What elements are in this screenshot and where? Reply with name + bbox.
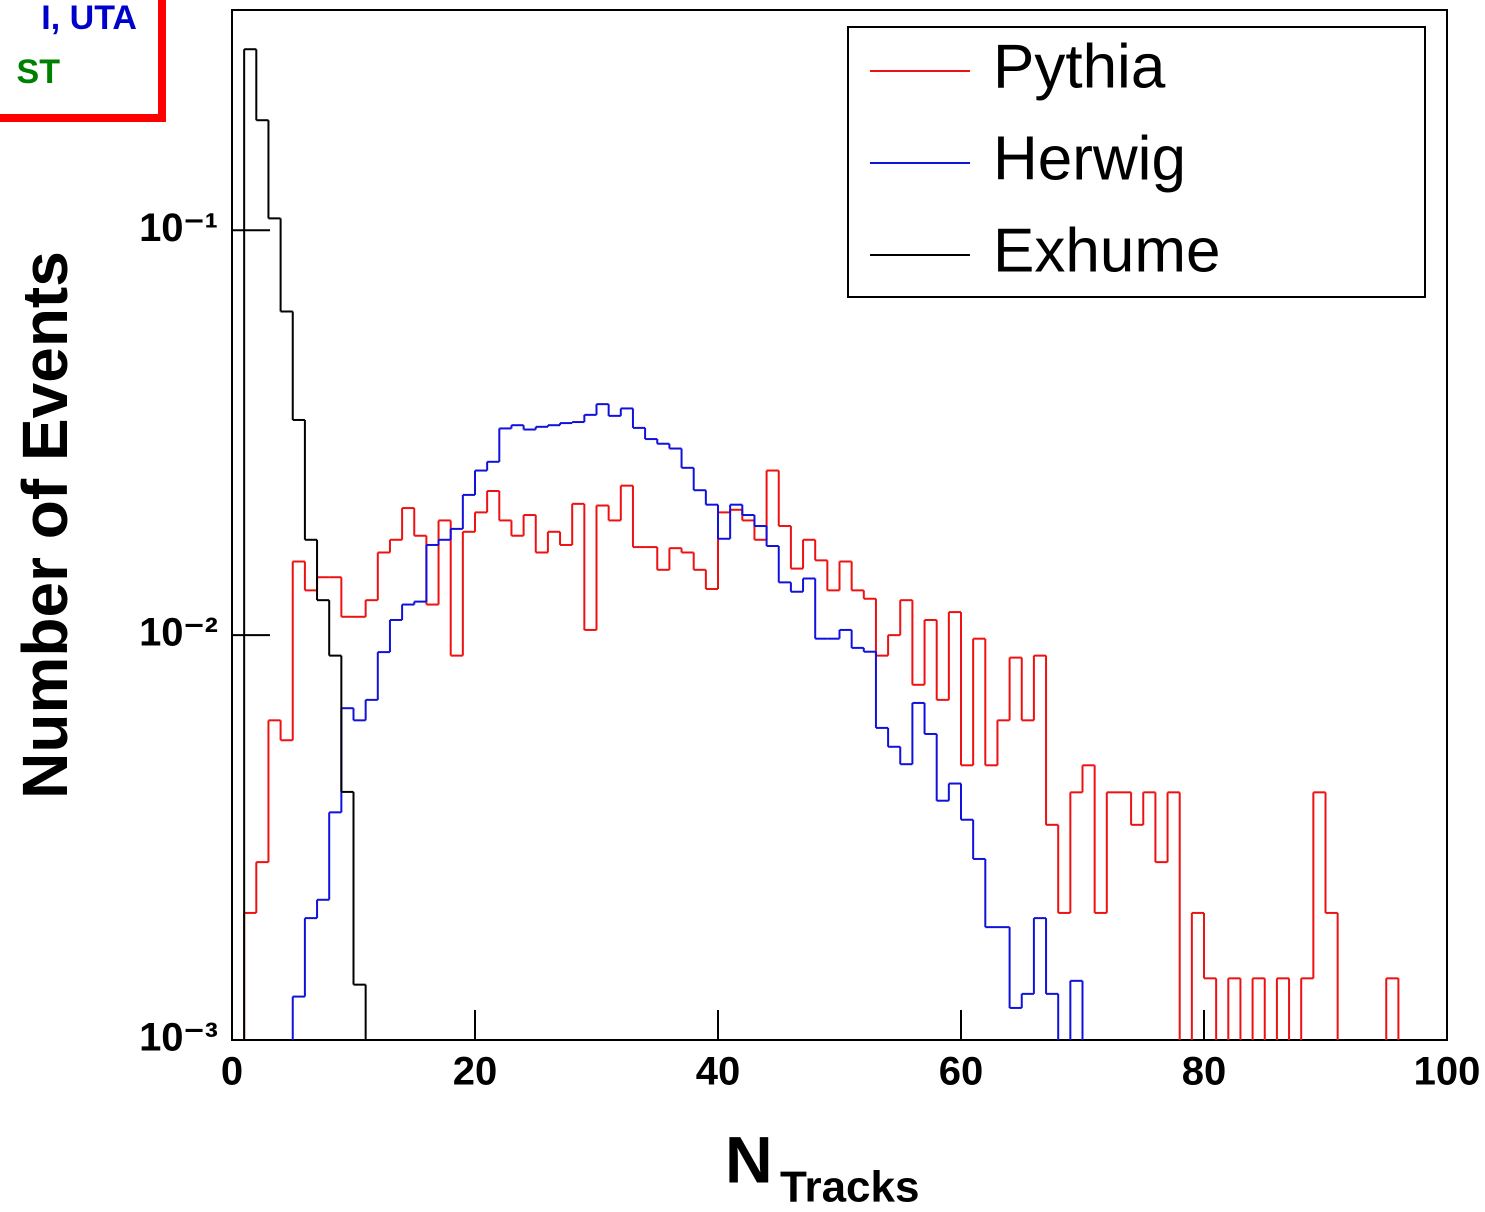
y-tick-label: 10⁻² — [139, 611, 218, 655]
y-axis-label: Number of Events — [9, 251, 81, 799]
annotation: I, UTA — [41, 0, 137, 37]
y-tick-label: 10⁻³ — [139, 1016, 218, 1060]
legend-label: Exhume — [993, 216, 1220, 285]
x-tick-label: 60 — [939, 1050, 984, 1094]
x-tick-label: 0 — [221, 1050, 243, 1094]
legend-label: Pythia — [993, 32, 1166, 101]
x-tick-label: 80 — [1182, 1050, 1227, 1094]
y-tick-label: 10⁻¹ — [139, 206, 218, 250]
x-tick-label: 40 — [696, 1050, 741, 1094]
x-tick-label: 20 — [453, 1050, 498, 1094]
plot-frame — [231, 9, 1448, 1041]
x-tick-label: 100 — [1414, 1050, 1481, 1094]
legend-label: Herwig — [993, 124, 1186, 193]
annotation: ST — [17, 53, 61, 91]
x-axis-label-subscript: Tracks — [780, 1163, 919, 1212]
x-axis-label: N — [725, 1122, 773, 1196]
annotation-box — [0, 0, 166, 122]
